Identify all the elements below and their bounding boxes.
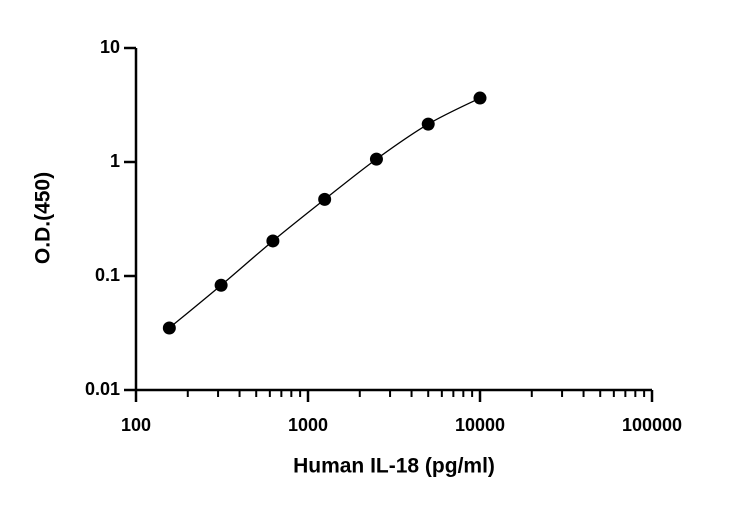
data-point [162, 321, 176, 335]
data-point [266, 234, 280, 248]
y-tick-label: 0.01 [85, 379, 120, 399]
y-tick-label: 0.1 [95, 265, 120, 285]
x-tick-label: 10000 [455, 415, 505, 435]
x-axis-title: Human IL-18 (pg/ml) [293, 455, 495, 478]
y-tick-label: 1 [110, 151, 120, 171]
y-axis-title: O.D.(450) [32, 172, 55, 264]
data-point [214, 278, 228, 292]
x-tick-label: 100 [121, 415, 151, 435]
y-tick-label: 10 [100, 37, 120, 57]
fit-curve [168, 97, 481, 329]
x-tick-label: 1000 [288, 415, 328, 435]
x-tick-label: 100000 [622, 415, 682, 435]
data-point [473, 91, 487, 105]
data-point [421, 117, 435, 131]
data-point [318, 192, 332, 206]
data-point [369, 152, 383, 166]
